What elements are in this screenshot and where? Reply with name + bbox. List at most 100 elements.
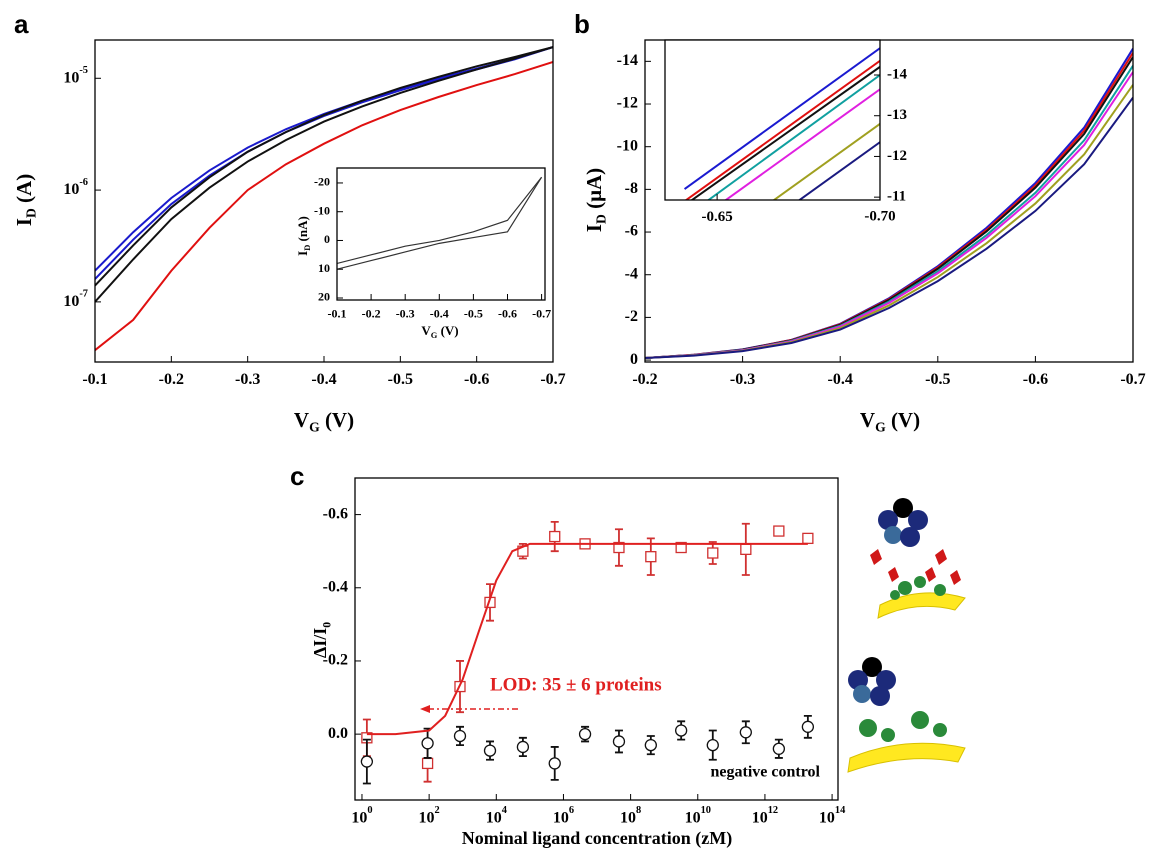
series-line xyxy=(706,74,880,200)
tick-label-base: 10 xyxy=(752,809,768,826)
x-tick-label: -0.6 xyxy=(1023,371,1048,388)
x-tick-label: 1012 xyxy=(752,806,778,826)
data-point xyxy=(675,541,687,554)
tick-label-base: -0.70 xyxy=(864,209,895,225)
y-tick-label: -0.2 xyxy=(323,652,348,669)
x-tick-label: -0.2 xyxy=(159,371,184,388)
y-tick-label: 0 xyxy=(630,351,638,368)
plot-area xyxy=(645,48,1133,359)
y-tick-label: 10 xyxy=(318,261,330,275)
y-tick-label: -6 xyxy=(625,223,638,240)
x-tick-label: -0.1 xyxy=(328,307,347,321)
y-tick-label: -0.6 xyxy=(323,505,348,522)
x-tick-label: -0.4 xyxy=(430,307,449,321)
axes-frame xyxy=(664,39,881,201)
y-tick-label: -10 xyxy=(617,137,638,154)
label-part: I xyxy=(12,218,36,226)
panel-label: b xyxy=(574,9,590,39)
tick-label-base: 10 xyxy=(819,809,835,826)
y-axis-label: ID (A) xyxy=(12,174,39,226)
y-tick-label: -4 xyxy=(625,265,638,282)
series-line xyxy=(95,46,553,303)
x-tick-label: 102 xyxy=(419,806,440,826)
label-part: I xyxy=(295,251,310,256)
series-line xyxy=(337,176,543,265)
x-tick-label: -0.5 xyxy=(925,371,950,388)
data-point xyxy=(801,720,815,733)
x-tick-label: 1014 xyxy=(819,806,845,826)
series-line xyxy=(797,141,880,200)
data-point xyxy=(578,727,592,741)
y-tick-label: 10-5 xyxy=(63,65,88,85)
tick-label-exponent: 14 xyxy=(835,806,845,817)
data-point xyxy=(549,530,561,543)
series-line xyxy=(724,88,880,200)
label-subscript: D xyxy=(302,245,312,251)
x-tick-label: 1010 xyxy=(685,806,711,826)
y-tick-label: -11 xyxy=(887,189,906,205)
label-part: (μA) xyxy=(582,168,606,214)
inset-background xyxy=(665,40,880,200)
y-tick-label: -8 xyxy=(625,180,638,197)
data-point xyxy=(516,740,530,754)
tick-label-base: 10 xyxy=(486,809,502,826)
y-tick-label: -20 xyxy=(314,175,330,189)
label-part: (V) xyxy=(886,408,920,432)
series-line xyxy=(95,60,553,351)
x-tick-label: 108 xyxy=(620,806,641,826)
tick-label-base: 10 xyxy=(419,809,435,826)
series-line xyxy=(684,59,880,200)
data-point xyxy=(612,735,626,748)
x-tick-label: -0.3 xyxy=(396,307,415,321)
x-tick-label: -0.65 xyxy=(701,209,732,225)
data-point xyxy=(707,547,719,559)
tick-label-base: 10 xyxy=(63,69,79,86)
tick-label-exponent: 4 xyxy=(502,806,507,817)
x-tick-label: -0.1 xyxy=(82,371,107,388)
y-tick-label: -12 xyxy=(887,148,907,164)
label-part: V xyxy=(860,408,875,432)
x-tick-label: -0.4 xyxy=(311,371,336,388)
x-tick-label: -0.4 xyxy=(828,371,853,388)
y-axis-label: ΔI/I0 xyxy=(310,622,333,658)
y-tick-label: -12 xyxy=(617,95,638,112)
tick-label-exponent: 6 xyxy=(569,806,574,817)
data-point xyxy=(802,532,814,545)
y-tick-label: -0.4 xyxy=(323,578,348,595)
plot-area xyxy=(95,46,553,351)
tick-label-base: 10 xyxy=(553,809,569,826)
data-point xyxy=(740,543,752,556)
tick-label-exponent: -6 xyxy=(79,177,88,188)
label-part: V xyxy=(421,323,431,338)
plot-area xyxy=(337,176,543,270)
inset-background xyxy=(337,168,545,300)
y-tick-label: -10 xyxy=(314,203,330,217)
tick-label-base: 0.0 xyxy=(328,725,348,742)
tick-label-exponent: -5 xyxy=(79,65,88,76)
label-subscript: D xyxy=(593,214,608,224)
data-point xyxy=(772,742,786,755)
tick-label-exponent: 0 xyxy=(367,806,372,817)
label-part: ΔI/I xyxy=(310,628,330,658)
protein-illustration xyxy=(847,498,966,773)
y-axis-label: ID (μA) xyxy=(582,168,609,232)
data-point xyxy=(453,729,467,743)
label-part: (V) xyxy=(437,323,458,338)
tick-label-exponent: 12 xyxy=(768,806,778,817)
tick-label-exponent: -7 xyxy=(79,289,88,300)
tick-label-base: 10 xyxy=(63,293,79,310)
tick-label-base: 10 xyxy=(685,809,701,826)
label-part: (nA) xyxy=(295,216,310,245)
data-point xyxy=(773,525,785,537)
annotation: LOD: 35 ± 6 proteins xyxy=(490,674,662,695)
axes-frame xyxy=(644,39,1134,363)
data-point xyxy=(644,738,657,752)
label-part: Nominal ligand concentration (zM) xyxy=(462,828,732,849)
label-subscript: G xyxy=(431,330,438,340)
tick-label-base: 10 xyxy=(63,181,79,198)
lod-arrow-head xyxy=(420,705,430,713)
series-line xyxy=(645,97,1133,359)
axes-frame xyxy=(94,39,554,363)
label-part: (V) xyxy=(320,408,354,432)
